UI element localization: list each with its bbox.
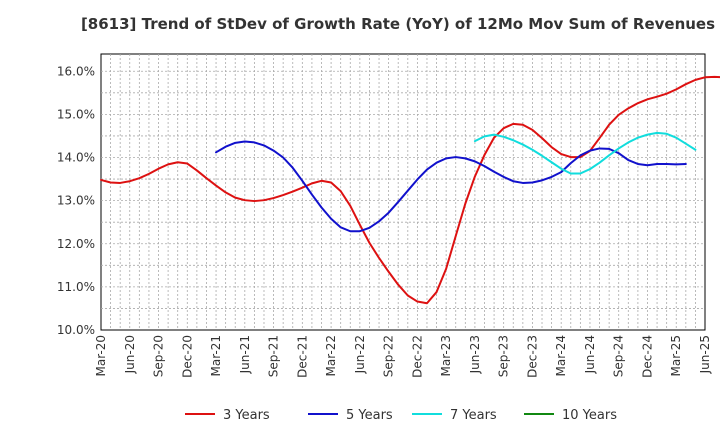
- legend-label-3-years: 3 Years: [223, 408, 270, 423]
- legend: 3 Years 5 Years 7 Years 10 Years: [185, 408, 617, 423]
- x-tick-label: Jun-22: [353, 335, 367, 374]
- x-tick-label: Mar-25: [669, 335, 683, 376]
- series-line-3-years: [100, 75, 720, 305]
- x-tick-label: Sep-22: [382, 335, 396, 377]
- x-tick-label: Sep-20: [152, 335, 166, 377]
- x-axis: Mar-20 Jun-20 Sep-20 Dec-20 Mar-21 Jun-21 Sep-…: [94, 335, 712, 378]
- y-tick-label: 14.0%: [57, 151, 95, 165]
- series-line-7-years: [473, 131, 697, 175]
- y-tick-label: 12.0%: [57, 237, 95, 251]
- x-tick-label: Jun-20: [123, 335, 137, 374]
- x-tick-label: Jun-21: [238, 335, 252, 374]
- x-tick-label: Mar-22: [324, 335, 338, 376]
- y-tick-label: 16.0%: [57, 64, 95, 78]
- y-axis: 10.0% 11.0% 12.0% 13.0% 14.0% 15.0% 16.0%: [57, 64, 95, 337]
- x-tick-label: Jun-25: [698, 335, 712, 374]
- y-tick-label: 15.0%: [57, 107, 95, 121]
- x-tick-label: Sep-21: [267, 335, 281, 377]
- plot-area: [100, 53, 706, 331]
- x-tick-label: Dec-20: [180, 335, 194, 378]
- x-tick-label: Mar-20: [94, 335, 108, 376]
- y-tick-label: 10.0%: [57, 323, 95, 337]
- series-line-5-years: [215, 140, 687, 233]
- y-tick-label: 11.0%: [57, 280, 95, 294]
- chart-title: [8613] Trend of StDev of Growth Rate (Yo…: [81, 15, 715, 33]
- series: [100, 75, 720, 305]
- x-tick-label: Dec-23: [525, 335, 539, 378]
- legend-label-7-years: 7 Years: [450, 408, 497, 423]
- x-tick-label: Jun-23: [468, 335, 482, 374]
- x-tick-label: Sep-23: [497, 335, 511, 377]
- x-tick-label: Sep-24: [612, 335, 626, 377]
- x-tick-label: Dec-22: [410, 335, 424, 378]
- x-tick-label: Dec-24: [640, 335, 654, 378]
- x-tick-label: Mar-23: [439, 335, 453, 376]
- x-tick-label: Mar-21: [209, 335, 223, 376]
- legend-label-5-years: 5 Years: [346, 408, 393, 423]
- x-tick-label: Mar-24: [554, 335, 568, 376]
- y-tick-label: 13.0%: [57, 194, 95, 208]
- x-tick-label: Dec-21: [295, 335, 309, 378]
- legend-label-10-years: 10 Years: [562, 408, 617, 423]
- x-tick-label: Jun-24: [583, 335, 597, 374]
